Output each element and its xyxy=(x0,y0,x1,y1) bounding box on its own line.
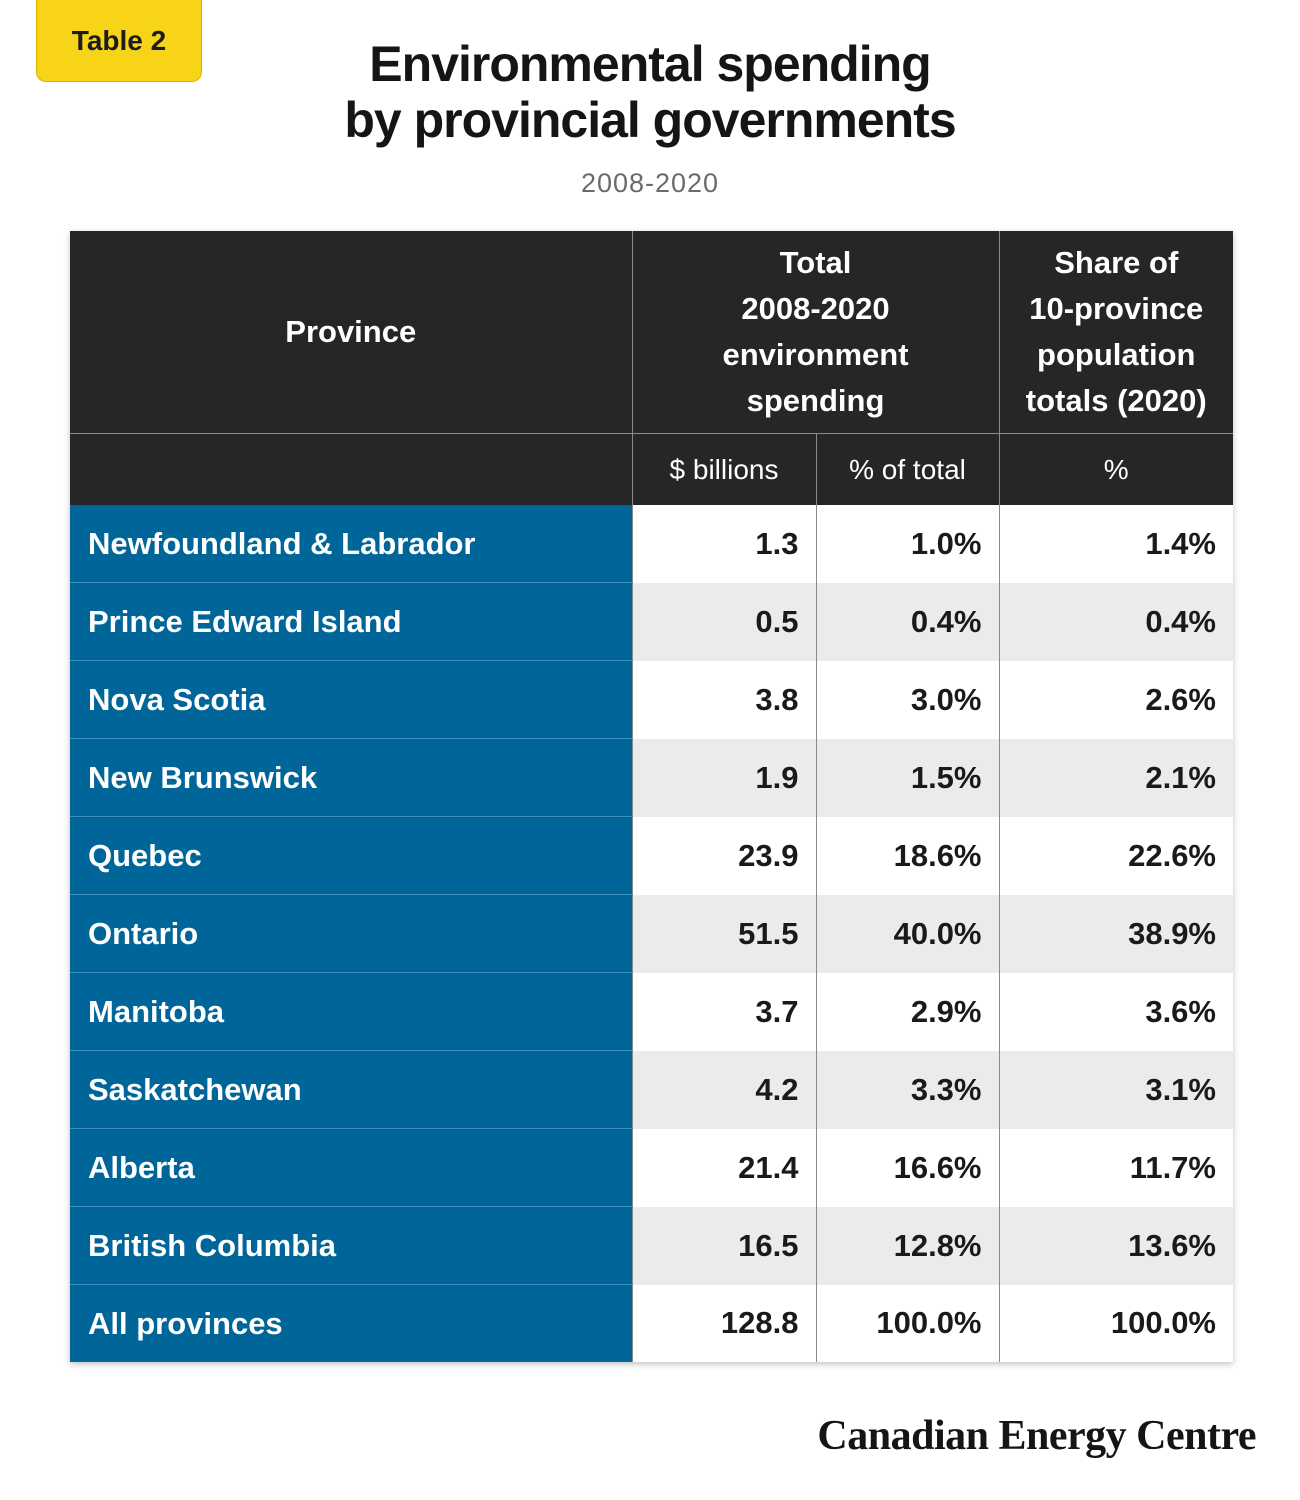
page-title: Environmental spending by provincial gov… xyxy=(0,36,1300,148)
cell-pop-share: 2.6% xyxy=(999,660,1233,739)
cell-pct-total: 12.8% xyxy=(816,1206,1000,1285)
cell-province: Quebec xyxy=(70,816,633,895)
cell-billions: 3.7 xyxy=(632,972,817,1051)
cell-pct-total: 3.0% xyxy=(816,660,1000,739)
cell-pop-share: 22.6% xyxy=(999,816,1233,895)
subheader-pct-total: % of total xyxy=(816,433,1000,505)
cell-province: British Columbia xyxy=(70,1206,633,1285)
cell-billions: 3.8 xyxy=(632,660,817,739)
cell-pct-total: 2.9% xyxy=(816,972,1000,1051)
subheader-billions: $ billions xyxy=(632,433,817,505)
table-body: Newfoundland & Labrador 1.3 1.0% 1.4% Prince… xyxy=(70,505,1233,1362)
table-row: Newfoundland & Labrador 1.3 1.0% 1.4% xyxy=(70,505,1233,583)
table-row: Ontario 51.5 40.0% 38.9% xyxy=(70,894,1233,973)
cell-pct-total: 16.6% xyxy=(816,1128,1000,1207)
page-subtitle: 2008-2020 xyxy=(580,168,720,198)
cell-pct-total: 1.0% xyxy=(816,505,1000,583)
table-row: All provinces 128.8 100.0% 100.0% xyxy=(70,1284,1233,1362)
cell-pop-share: 2.1% xyxy=(999,738,1233,817)
cell-province: Manitoba xyxy=(70,972,633,1051)
table-row: Manitoba 3.7 2.9% 3.6% xyxy=(70,972,1233,1051)
cell-billions: 128.8 xyxy=(632,1284,817,1362)
cell-billions: 51.5 xyxy=(632,894,817,973)
cell-billions: 1.9 xyxy=(632,738,817,817)
header-population-share: Share of 10-province population totals (… xyxy=(999,231,1233,434)
cell-billions: 23.9 xyxy=(632,816,817,895)
cell-billions: 16.5 xyxy=(632,1206,817,1285)
cell-billions: 4.2 xyxy=(632,1050,817,1129)
header-province: Province xyxy=(70,231,633,434)
cell-province: Nova Scotia xyxy=(70,660,633,739)
cell-pct-total: 3.3% xyxy=(816,1050,1000,1129)
title-line-1: Environmental spending xyxy=(369,36,931,92)
cell-province: New Brunswick xyxy=(70,738,633,817)
cell-pct-total: 1.5% xyxy=(816,738,1000,817)
cell-pop-share: 13.6% xyxy=(999,1206,1233,1285)
cell-pop-share: 0.4% xyxy=(999,582,1233,661)
header-total-spending: Total 2008-2020 environment spending xyxy=(632,231,1000,434)
cell-pop-share: 38.9% xyxy=(999,894,1233,973)
title-line-2: by provincial governments xyxy=(344,92,956,148)
cell-province: Alberta xyxy=(70,1128,633,1207)
table-row: Prince Edward Island 0.5 0.4% 0.4% xyxy=(70,582,1233,661)
canadian-energy-centre-logo: Canadian Energy Centre xyxy=(817,1413,1256,1459)
cell-pop-share: 3.6% xyxy=(999,972,1233,1051)
subheader-blank xyxy=(70,433,633,505)
table-badge: Table 2 xyxy=(36,0,202,82)
cell-pct-total: 40.0% xyxy=(816,894,1000,973)
table-row: Alberta 21.4 16.6% 11.7% xyxy=(70,1128,1233,1207)
cell-billions: 21.4 xyxy=(632,1128,817,1207)
spending-table: Province Total 2008-2020 environment spe… xyxy=(70,231,1233,1362)
table-row: New Brunswick 1.9 1.5% 2.1% xyxy=(70,738,1233,817)
table-row: British Columbia 16.5 12.8% 13.6% xyxy=(70,1206,1233,1285)
cell-province: All provinces xyxy=(70,1284,633,1362)
cell-province: Saskatchewan xyxy=(70,1050,633,1129)
cell-billions: 0.5 xyxy=(632,582,817,661)
cell-billions: 1.3 xyxy=(632,505,817,583)
cell-pop-share: 3.1% xyxy=(999,1050,1233,1129)
cell-pct-total: 18.6% xyxy=(816,816,1000,895)
cell-pct-total: 0.4% xyxy=(816,582,1000,661)
cell-pop-share: 100.0% xyxy=(999,1284,1233,1362)
cell-pop-share: 11.7% xyxy=(999,1128,1233,1207)
cell-pop-share: 1.4% xyxy=(999,505,1233,583)
table-row: Saskatchewan 4.2 3.3% 3.1% xyxy=(70,1050,1233,1129)
cell-province: Newfoundland & Labrador xyxy=(70,505,633,583)
table-row: Nova Scotia 3.8 3.0% 2.6% xyxy=(70,660,1233,739)
cell-province: Ontario xyxy=(70,894,633,973)
subheader-pct: % xyxy=(999,433,1233,505)
cell-pct-total: 100.0% xyxy=(816,1284,1000,1362)
table-row: Quebec 23.9 18.6% 22.6% xyxy=(70,816,1233,895)
cell-province: Prince Edward Island xyxy=(70,582,633,661)
